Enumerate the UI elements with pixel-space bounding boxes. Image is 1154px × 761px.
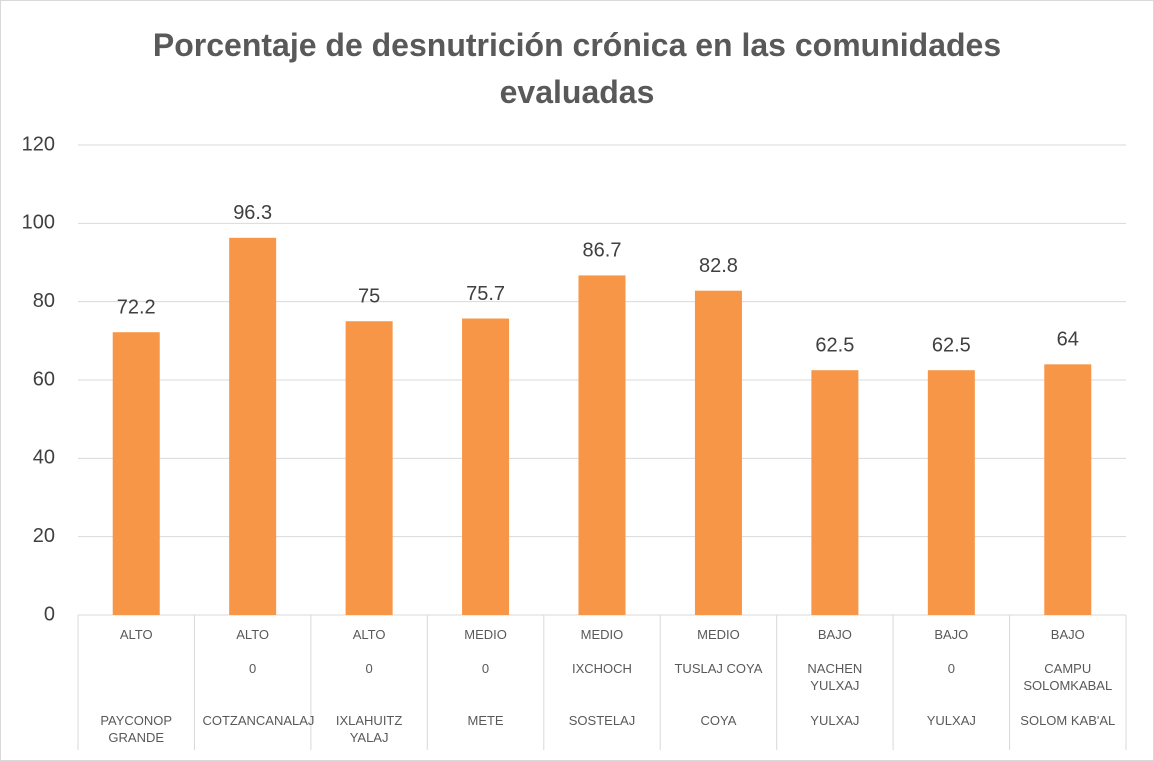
category-level-2: 0	[365, 661, 373, 676]
category-level-1: ALTO	[119, 627, 153, 642]
data-label: 75.7	[466, 283, 505, 305]
x-tick-label: PAYCONOP GRANDE	[100, 713, 173, 745]
bar	[811, 370, 859, 615]
bar	[927, 370, 975, 615]
x-tick-label: YULXAJ	[810, 713, 860, 728]
bar	[345, 321, 393, 615]
y-tick-label: 80	[33, 290, 55, 312]
category-level-1: BAJO	[1050, 627, 1085, 642]
y-tick-label: 120	[22, 133, 55, 155]
bar	[112, 332, 160, 615]
bar	[462, 318, 510, 615]
x-tick-label: SOLOM KAB'AL	[1020, 713, 1116, 728]
category-level-2: 0	[481, 661, 490, 676]
data-label: 62.5	[815, 334, 854, 356]
chart-title: Porcentaje de desnutrición crónica en la…	[152, 27, 1002, 110]
category-level-1: BAJO	[817, 627, 852, 642]
y-tick-label: 0	[44, 603, 55, 625]
category-level-2: TUSLAJ COYA	[674, 661, 763, 676]
data-label: 96.3	[233, 202, 272, 224]
category-level-1: ALTO	[236, 627, 270, 642]
y-tick-label: 100	[22, 212, 55, 234]
bar	[229, 237, 277, 615]
bar	[578, 275, 626, 615]
data-label: 72.2	[117, 296, 156, 318]
y-tick-label: 40	[33, 447, 55, 469]
y-tick-label: 20	[33, 525, 55, 547]
category-level-1: MEDIO	[580, 627, 624, 642]
category-level-1: MEDIO	[464, 627, 507, 642]
category-level-1: MEDIO	[697, 627, 740, 642]
data-label: 86.7	[583, 240, 622, 262]
category-level-2: IXCHOCH	[572, 661, 632, 676]
x-tick-label: SOSTELAJ	[568, 713, 636, 728]
x-tick-label: COYA	[700, 713, 737, 728]
data-label: 75	[358, 286, 380, 308]
category-level-2: CAMPU SOLOMKABAL	[1023, 661, 1113, 693]
bar	[694, 290, 742, 615]
category-level-2: NACHEN YULXAJ	[807, 661, 863, 693]
bar	[1044, 364, 1092, 615]
data-label: 64	[1057, 329, 1079, 351]
category-level-1: BAJO	[934, 627, 969, 642]
x-tick-label: YULXAJ	[926, 713, 976, 728]
x-tick-label: METE	[467, 713, 504, 728]
x-tick-label: COTZANCANALAJ	[202, 713, 315, 728]
category-level-2: 0	[947, 661, 955, 676]
category-level-1: ALTO	[352, 627, 386, 642]
data-label: 62.5	[932, 334, 971, 356]
category-level-2: 0	[249, 661, 257, 676]
y-tick-label: 60	[33, 368, 55, 390]
x-tick-label: IXLAHUITZ YALAJ	[335, 713, 403, 745]
data-label: 82.8	[699, 255, 738, 277]
